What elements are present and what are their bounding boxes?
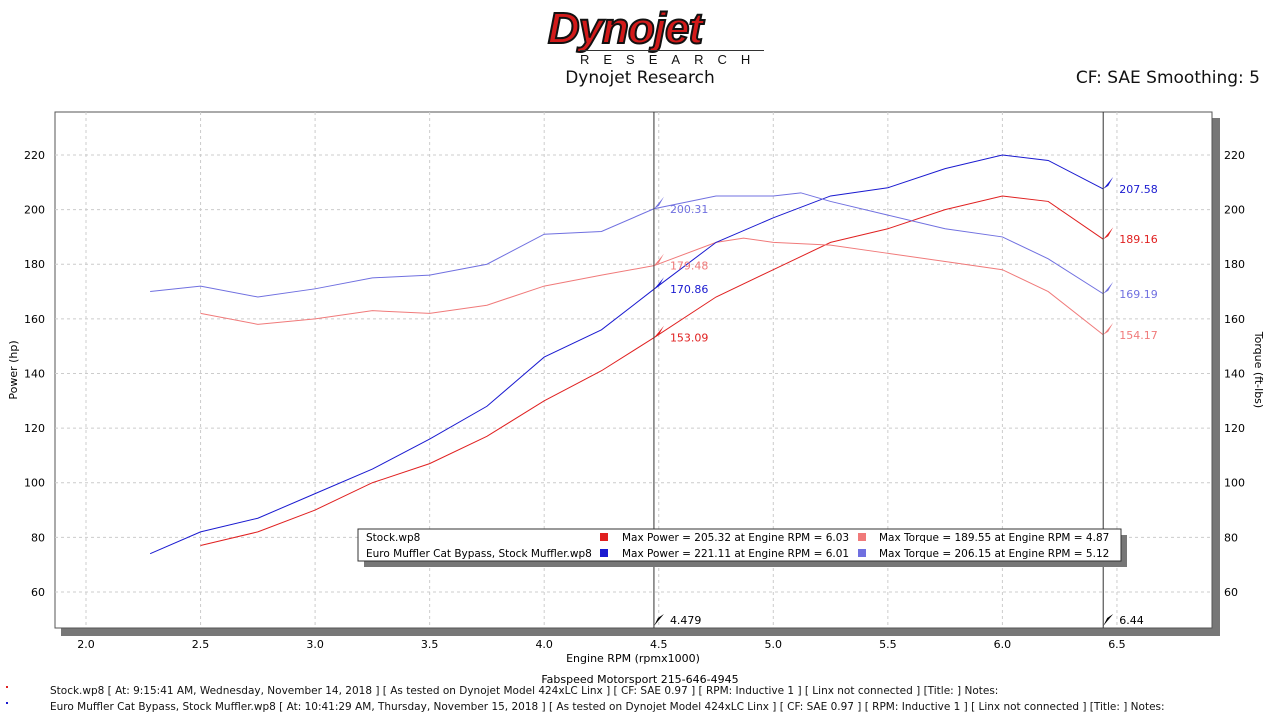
y2-tick-label: 180	[1224, 258, 1245, 271]
cursor-value-label: 154.17	[1119, 329, 1158, 342]
cursor-marker	[653, 614, 664, 626]
y2-tick-label: 120	[1224, 422, 1245, 435]
legend-max-power: Max Power = 205.32 at Engine RPM = 6.03	[622, 532, 849, 544]
cursor-value-label: 200.31	[670, 203, 709, 216]
x-tick-label: 2.0	[77, 638, 95, 651]
series-line-1	[200, 237, 1104, 336]
x-tick-label: 6.5	[1108, 638, 1126, 651]
y-tick-label: 200	[24, 204, 45, 217]
y2-tick-label: 60	[1224, 586, 1238, 599]
y-tick-label: 160	[24, 313, 45, 326]
x-tick-label: 3.0	[306, 638, 324, 651]
y-tick-label: 100	[24, 477, 45, 490]
run-color-dot	[6, 702, 8, 704]
x-tick-label: 2.5	[192, 638, 210, 651]
y2-axis-label: Torque (ft-lbs)	[1252, 331, 1265, 408]
cursor-value-label: 179.48	[670, 260, 709, 273]
cursor-point-marker	[1103, 176, 1114, 189]
logo-sub: RESEARCH	[580, 50, 765, 67]
y2-tick-label: 160	[1224, 313, 1245, 326]
cursor-point-marker	[1103, 281, 1114, 294]
x-tick-label: 5.0	[765, 638, 783, 651]
legend-torque-swatch	[858, 533, 866, 541]
y2-tick-label: 220	[1224, 149, 1245, 162]
legend-file: Euro Muffler Cat Bypass, Stock Muffler.w…	[366, 548, 592, 560]
dyno-chart: 2.0 2.5 3.0 3.5 4.0 4.5 5.0 5.5 6.0 6.5 60 60 80 80 10…	[7, 111, 1265, 665]
chart-title: Dynojet Research	[565, 68, 715, 88]
cursor-value-label: 170.86	[670, 283, 709, 296]
x-tick-label: 3.5	[421, 638, 439, 651]
cursor-value-label: 189.16	[1119, 233, 1158, 246]
y-tick-label: 120	[24, 422, 45, 435]
y2-tick-label: 80	[1224, 531, 1238, 544]
run-note: Stock.wp8 [ At: 9:15:41 AM, Wednesday, N…	[50, 685, 999, 697]
dynojet-logo: Dynojet RESEARCH	[470, 3, 810, 67]
series-line-2	[149, 154, 1104, 555]
legend-power-swatch	[600, 533, 608, 541]
legend-file: Stock.wp8	[366, 532, 420, 544]
cursor-point-marker	[653, 277, 664, 290]
logo-text: Dynojet	[547, 3, 704, 54]
run-note: Euro Muffler Cat Bypass, Stock Muffler.w…	[50, 701, 1165, 713]
y2-tick-label: 140	[1224, 367, 1245, 380]
cursor-point-marker	[1103, 227, 1114, 240]
x-tick-label: 4.0	[535, 638, 553, 651]
cursor-label: 4.479	[670, 614, 702, 627]
shop-info: Fabspeed Motorsport 215-646-4945	[541, 673, 739, 686]
cursor-value-label: 207.58	[1119, 183, 1158, 196]
cursor-point-marker	[653, 325, 664, 338]
cursor-point-marker	[653, 253, 664, 266]
cursor-point-marker	[653, 196, 664, 209]
x-tick-label: 6.0	[994, 638, 1012, 651]
y-tick-label: 60	[31, 586, 45, 599]
y2-tick-label: 100	[1224, 477, 1245, 490]
legend-max-torque: Max Torque = 189.55 at Engine RPM = 4.87	[879, 532, 1109, 544]
x-axis-label: Engine RPM (rpmx1000)	[566, 652, 700, 665]
legend	[357, 528, 1122, 562]
cursor-value-label: 169.19	[1119, 288, 1158, 301]
x-tick-label: 5.5	[879, 638, 897, 651]
cursor-marker	[1103, 614, 1114, 626]
correction-factor: CF: SAE Smoothing: 5	[1075, 68, 1260, 88]
legend-max-power: Max Power = 221.11 at Engine RPM = 6.01	[622, 548, 849, 560]
run-color-dot	[6, 686, 8, 688]
y-axis-label: Power (hp)	[7, 340, 20, 399]
y-tick-label: 180	[24, 258, 45, 271]
y-tick-label: 140	[24, 367, 45, 380]
legend-max-torque: Max Torque = 206.15 at Engine RPM = 5.12	[879, 548, 1109, 560]
y-tick-label: 220	[24, 149, 45, 162]
legend-torque-swatch	[858, 549, 866, 557]
y2-tick-label: 200	[1224, 204, 1245, 217]
legend-power-swatch	[600, 549, 608, 557]
cursor-value-label: 153.09	[670, 332, 709, 345]
x-tick-label: 4.5	[650, 638, 668, 651]
y-tick-label: 80	[31, 531, 45, 544]
cursor-point-marker	[1103, 322, 1114, 335]
cursor-label: 6.44	[1119, 614, 1144, 627]
